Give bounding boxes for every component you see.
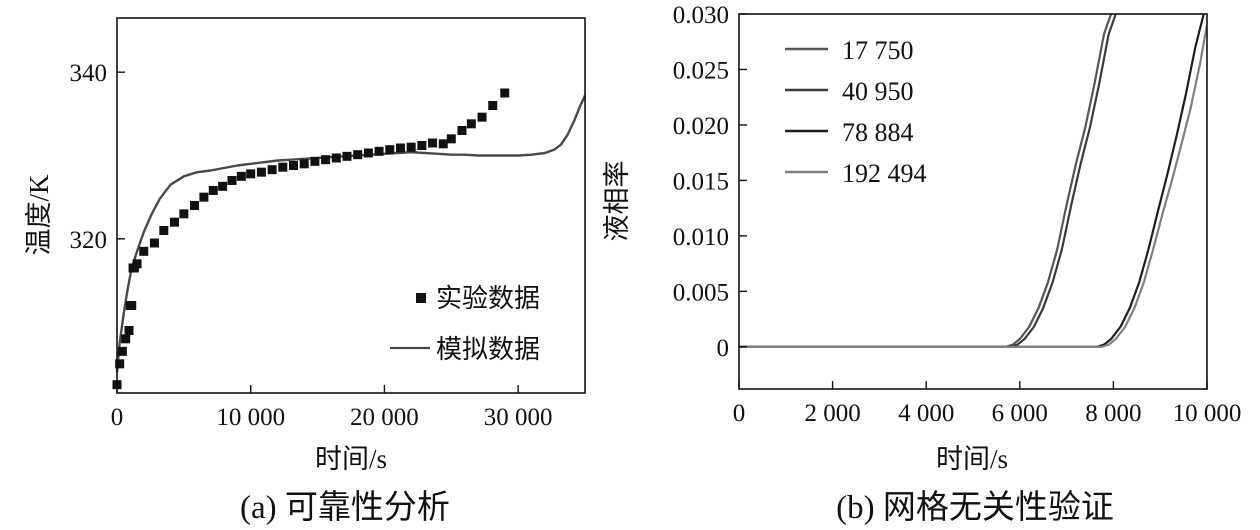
data-point-experimental xyxy=(406,142,416,152)
data-point-experimental xyxy=(127,301,137,310)
panel-b-y-tick-label: 0.025 xyxy=(673,57,729,84)
data-point-experimental xyxy=(457,126,467,135)
panel-a-x-tick-label: 30 000 xyxy=(484,404,553,431)
panel-b-y-tick-label: 0.015 xyxy=(673,168,729,195)
data-point-experimental xyxy=(115,359,125,369)
panel-b-x-ticks: 0 2 000 4 000 6 000 8 000 10 000 xyxy=(733,381,1242,427)
panel-a-caption: (a) 可靠性分析 xyxy=(240,489,450,526)
panel-a-x-tick-label: 20 000 xyxy=(350,404,419,431)
panel-b-x-tick-label: 0 xyxy=(733,400,746,427)
data-point-experimental xyxy=(139,246,149,256)
legend-label-mesh-3: 192 494 xyxy=(842,159,927,188)
panel-b-x-tick-label: 4 000 xyxy=(898,400,954,427)
legend-label-simulation: 模拟数据 xyxy=(436,335,540,364)
data-point-experimental xyxy=(132,259,142,269)
data-point-experimental xyxy=(246,169,256,179)
series-line-simulation xyxy=(115,94,587,373)
data-point-experimental xyxy=(374,146,384,156)
panel-b-y-tick-label: 0.005 xyxy=(673,279,729,306)
data-point-experimental xyxy=(190,201,200,210)
data-point-experimental xyxy=(342,151,352,161)
data-point-experimental xyxy=(117,346,127,356)
panel-b-x-tick-label: 8 000 xyxy=(1085,400,1141,427)
legend-marker-experimental xyxy=(416,293,426,303)
series-line-mesh-0 xyxy=(739,14,1113,348)
data-point-experimental xyxy=(500,88,510,98)
series-line-mesh-2 xyxy=(739,14,1205,348)
legend-label-experimental: 实验数据 xyxy=(436,284,540,313)
data-point-experimental xyxy=(199,192,209,202)
panel-a-frame xyxy=(116,17,586,394)
panel-a-x-tick-label: 10 000 xyxy=(216,404,285,431)
data-point-experimental xyxy=(417,141,427,150)
panel-b-x-tick-label: 2 000 xyxy=(804,400,860,427)
data-point-experimental xyxy=(310,156,320,166)
data-point-experimental xyxy=(353,150,363,160)
panel-a-legend: 实验数据 模拟数据 xyxy=(390,284,540,364)
data-point-experimental xyxy=(488,101,498,110)
panel-a-y-tick-label: 320 xyxy=(70,227,108,254)
panel-b-y-tick-label: 0 xyxy=(717,335,730,362)
panel-a-y-tick-label: 340 xyxy=(70,60,108,87)
panel-reliability: 0 10 000 20 000 30 000 320 340 时间/s 温度/K 实验数… xyxy=(24,17,587,526)
data-point-experimental xyxy=(428,138,438,148)
panel-b-caption: (b) 网格无关性验证 xyxy=(836,489,1114,526)
data-point-experimental xyxy=(299,159,309,169)
data-point-experimental xyxy=(278,162,288,172)
data-point-experimental xyxy=(170,217,179,227)
panel-b-series xyxy=(739,14,1207,348)
panel-b-x-tick-label: 6 000 xyxy=(992,400,1048,427)
legend-label-mesh-1: 40 950 xyxy=(842,77,914,106)
panel-b-y-tick-label: 0.010 xyxy=(673,224,729,251)
data-point-experimental xyxy=(179,209,189,219)
panel-a-y-ticks: 320 340 xyxy=(70,60,125,254)
data-point-experimental xyxy=(385,145,395,155)
panel-a-x-tick-label: 0 xyxy=(111,404,124,431)
data-point-experimental xyxy=(477,112,487,122)
series-line-mesh-1 xyxy=(739,14,1117,348)
panel-b-y-ticks: 0 0.005 0.010 0.015 0.020 0.025 0.030 xyxy=(673,2,747,362)
data-point-experimental xyxy=(124,326,134,335)
data-point-experimental xyxy=(208,186,218,195)
panel-b-y-tick-label: 0.030 xyxy=(673,2,729,29)
panel-a-x-axis-label: 时间/s xyxy=(315,444,387,474)
data-point-experimental xyxy=(218,181,228,191)
data-point-experimental xyxy=(363,148,373,158)
data-point-experimental xyxy=(159,226,169,235)
panel-b-y-axis-label: 液相率 xyxy=(602,161,632,242)
legend-label-mesh-0: 17 750 xyxy=(842,36,914,65)
panel-b-x-tick-label: 10 000 xyxy=(1173,400,1242,427)
data-point-experimental xyxy=(227,176,237,185)
data-point-experimental xyxy=(236,171,246,181)
data-point-experimental xyxy=(256,167,266,177)
panel-a-x-ticks: 0 10 000 20 000 30 000 xyxy=(111,385,553,431)
data-point-experimental xyxy=(289,161,298,170)
data-point-experimental xyxy=(438,139,448,149)
data-point-experimental xyxy=(466,119,476,129)
data-point-experimental xyxy=(395,143,405,153)
panel-a-series xyxy=(112,88,587,390)
data-point-experimental xyxy=(267,165,277,175)
data-point-experimental xyxy=(331,153,341,163)
data-point-experimental xyxy=(446,134,456,144)
series-line-mesh-3 xyxy=(739,24,1207,348)
data-point-experimental xyxy=(121,334,131,344)
panel-b-y-tick-label: 0.020 xyxy=(673,113,729,140)
panel-b-x-axis-label: 时间/s xyxy=(936,444,1008,474)
panel-a-y-axis-label: 温度/K xyxy=(24,174,54,256)
data-point-experimental xyxy=(321,155,331,165)
data-point-experimental xyxy=(149,238,159,248)
panel-b-legend: 17 750 40 950 78 884 192 494 xyxy=(785,36,927,188)
legend-label-mesh-2: 78 884 xyxy=(842,118,914,147)
panel-b-frame xyxy=(738,13,1208,390)
